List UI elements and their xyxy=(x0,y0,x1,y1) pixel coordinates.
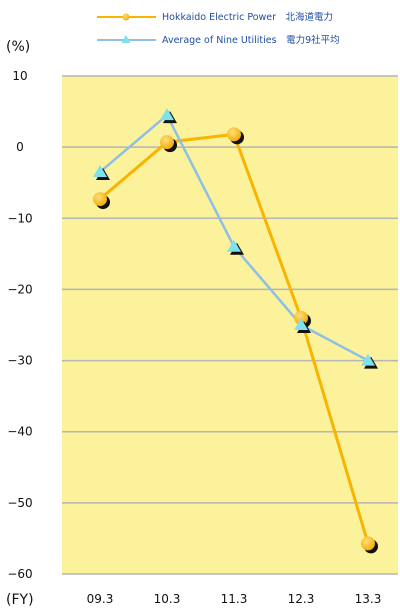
data-point-hokkaido xyxy=(160,135,174,150)
legend-item-average: Average of Nine Utilities 電力9社平均 xyxy=(97,34,340,46)
legend-label-hokkaido: Hokkaido Electric Power 北海道電力 xyxy=(162,11,333,23)
y-tick-label: −60 xyxy=(7,567,32,581)
data-point-average xyxy=(361,353,375,366)
legend-marker-average xyxy=(121,35,131,43)
y-tick-label: 10 xyxy=(12,69,27,83)
grid-lines xyxy=(62,75,398,575)
x-axis-unit-label: (FY) xyxy=(6,592,34,608)
legend-marker-hokkaido xyxy=(122,13,130,21)
data-point-hokkaido xyxy=(93,192,107,207)
y-tick-label: 0 xyxy=(16,140,24,154)
legend-label-average: Average of Nine Utilities 電力9社平均 xyxy=(162,34,340,46)
data-point-hokkaido xyxy=(227,127,241,142)
x-tick-label: 09.3 xyxy=(87,592,114,606)
legend-item-hokkaido: Hokkaido Electric Power 北海道電力 xyxy=(97,11,333,23)
data-point-hokkaido xyxy=(361,536,375,551)
y-axis-ticks: 10 0 −10 −20 −30 −40 −50 −60 xyxy=(7,69,32,581)
data-point-hokkaido xyxy=(294,310,308,325)
data-point-average xyxy=(294,318,308,330)
data-point-average xyxy=(93,165,107,178)
x-tick-label: 13.3 xyxy=(355,592,382,606)
x-axis-ticks: 09.3 10.3 11.3 12.3 13.3 xyxy=(87,592,382,606)
series-layer xyxy=(93,108,378,554)
y-axis-unit-label: (%) xyxy=(6,39,30,55)
plot-area xyxy=(62,76,398,574)
y-tick-label: −40 xyxy=(7,425,32,439)
y-tick-label: −10 xyxy=(7,211,32,225)
x-tick-label: 10.3 xyxy=(154,592,181,606)
y-tick-label: −20 xyxy=(7,282,32,296)
legend: Hokkaido Electric Power 北海道電力 Average of… xyxy=(97,11,340,46)
x-tick-label: 11.3 xyxy=(221,592,248,606)
x-tick-label: 12.3 xyxy=(288,592,315,606)
data-point-average xyxy=(227,239,241,252)
data-point-average xyxy=(160,108,174,121)
y-tick-label: −50 xyxy=(7,496,32,510)
y-tick-label: −30 xyxy=(7,354,32,368)
